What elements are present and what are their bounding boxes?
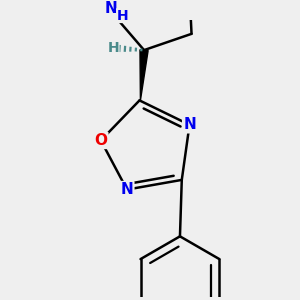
- Text: N: N: [105, 1, 118, 16]
- Text: H: H: [107, 41, 119, 55]
- Text: H: H: [116, 9, 128, 23]
- Polygon shape: [140, 50, 148, 100]
- Text: N: N: [183, 117, 196, 132]
- Text: N: N: [121, 182, 133, 197]
- Text: O: O: [94, 133, 107, 148]
